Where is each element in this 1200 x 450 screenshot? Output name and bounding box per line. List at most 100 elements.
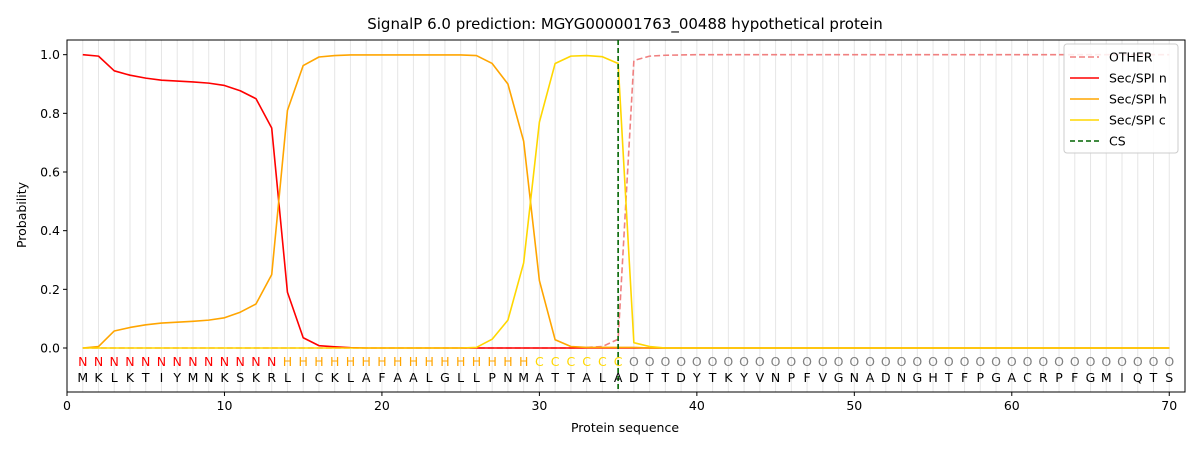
axis-ticks: 0 10 20 30 40 50 60 70 0.0 0.2 0.4 0.6 0.8 1.0: [40, 47, 1177, 413]
region-label: O: [645, 354, 655, 369]
residue-label: K: [331, 370, 340, 385]
region-label: C: [551, 354, 560, 369]
region-label: O: [1007, 354, 1017, 369]
residue-label: I: [1120, 370, 1124, 385]
x-axis-label: Protein sequence: [571, 420, 679, 435]
residue-label: K: [220, 370, 229, 385]
residue-label: C: [1023, 370, 1032, 385]
residue-label: A: [582, 370, 591, 385]
region-label: O: [991, 354, 1001, 369]
residue-label: A: [409, 370, 418, 385]
y-tick-label: 1.0: [40, 47, 60, 62]
residue-label: L: [111, 370, 118, 385]
x-tick-label: 30: [531, 398, 547, 413]
region-label: H: [424, 354, 433, 369]
residue-label: P: [1055, 370, 1063, 385]
residue-label: A: [362, 370, 371, 385]
residue-label: T: [944, 370, 953, 385]
region-label: O: [834, 354, 844, 369]
region-label: C: [614, 354, 623, 369]
x-tick-label: 70: [1161, 398, 1177, 413]
residue-label: T: [550, 370, 559, 385]
region-label: N: [267, 354, 276, 369]
residue-label: A: [614, 370, 623, 385]
residue-label: T: [645, 370, 654, 385]
series-line-sec-spi-c: [82, 54, 1170, 349]
legend-label: Sec/SPI h: [1109, 92, 1167, 107]
region-label: O: [771, 354, 781, 369]
residue-label: Y: [692, 370, 701, 385]
region-label: O: [1149, 354, 1159, 369]
residue-label: L: [473, 370, 480, 385]
region-label: C: [535, 354, 544, 369]
region-label: C: [582, 354, 591, 369]
residue-label: N: [897, 370, 906, 385]
plot-frame: [66, 39, 1186, 393]
residue-label: K: [94, 370, 103, 385]
region-label: O: [786, 354, 796, 369]
region-label: H: [440, 354, 449, 369]
region-label: H: [298, 354, 307, 369]
y-tick-label: 0.4: [40, 223, 60, 238]
legend: OTHER Sec/SPI n Sec/SPI h Sec/SPI c CS: [1063, 43, 1179, 154]
series-layer: [82, 40, 1170, 392]
region-label: O: [865, 354, 875, 369]
region-label: N: [125, 354, 134, 369]
residue-label: L: [284, 370, 291, 385]
region-label: O: [1101, 354, 1111, 369]
region-label: O: [739, 354, 749, 369]
residue-label: T: [661, 370, 670, 385]
residue-label: D: [881, 370, 891, 385]
region-label: H: [503, 354, 512, 369]
region-label: H: [472, 354, 481, 369]
residue-label: K: [724, 370, 733, 385]
region-label: N: [94, 354, 103, 369]
residue-label: N: [771, 370, 780, 385]
region-label: N: [220, 354, 229, 369]
chart-title: SignalP 6.0 prediction: MGYG000001763_00…: [367, 15, 883, 34]
residue-label: M: [188, 370, 199, 385]
residue-label: K: [126, 370, 135, 385]
region-label: O: [660, 354, 670, 369]
residue-label: Y: [739, 370, 748, 385]
residue-label: Q: [1133, 370, 1143, 385]
residue-label: N: [850, 370, 859, 385]
residue-label: M: [77, 370, 88, 385]
region-label: O: [1038, 354, 1048, 369]
residue-label: T: [566, 370, 575, 385]
region-label: O: [755, 354, 765, 369]
region-label: O: [975, 354, 985, 369]
region-label: O: [708, 354, 718, 369]
x-tick-label: 50: [846, 398, 862, 413]
residue-label: M: [518, 370, 529, 385]
region-label: O: [723, 354, 733, 369]
residue-label: R: [267, 370, 276, 385]
x-tick-label: 40: [689, 398, 705, 413]
region-label: O: [1023, 354, 1033, 369]
x-tick-label: 0: [63, 398, 71, 413]
region-label: O: [897, 354, 907, 369]
legend-label: OTHER: [1109, 50, 1153, 65]
x-tick-label: 10: [217, 398, 233, 413]
residue-label: G: [912, 370, 922, 385]
residue-label: A: [1008, 370, 1017, 385]
residue-label: D: [629, 370, 639, 385]
residue-label: I: [301, 370, 305, 385]
residue-label: F: [1071, 370, 1078, 385]
residue-label: L: [457, 370, 464, 385]
region-label: H: [487, 354, 496, 369]
region-label: O: [1070, 354, 1080, 369]
region-label: H: [346, 354, 355, 369]
region-label: H: [314, 354, 323, 369]
region-label: N: [204, 354, 213, 369]
residue-label: A: [393, 370, 402, 385]
region-label: N: [110, 354, 119, 369]
residue-label: Y: [172, 370, 181, 385]
y-tick-label: 0.6: [40, 165, 60, 180]
residue-label: K: [252, 370, 261, 385]
residue-label: A: [535, 370, 544, 385]
region-label: N: [141, 354, 150, 369]
residue-label: S: [236, 370, 244, 385]
x-tick-label: 20: [374, 398, 390, 413]
residue-label: L: [347, 370, 354, 385]
